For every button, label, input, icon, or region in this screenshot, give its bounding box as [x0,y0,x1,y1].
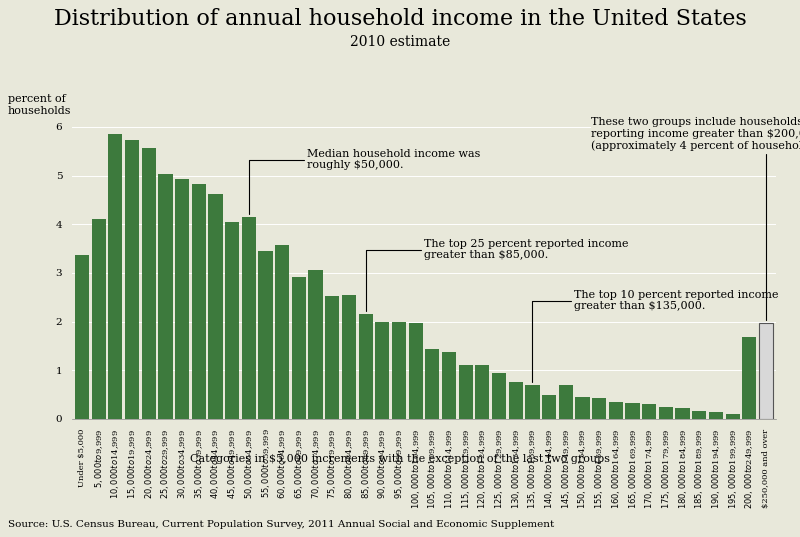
Text: The top 10 percent reported income
greater than $135,000.: The top 10 percent reported income great… [533,290,778,382]
Bar [392,322,406,419]
Bar [609,402,623,419]
Bar [309,271,322,419]
Bar [75,255,89,419]
Text: percent of
households: percent of households [8,94,71,115]
Bar [225,222,239,419]
Bar [192,184,206,419]
Bar [375,322,390,419]
Bar [509,382,523,419]
Bar [542,395,556,419]
Bar [575,397,590,419]
Text: Median household income was
roughly $50,000.: Median household income was roughly $50,… [249,149,481,214]
Bar [692,411,706,419]
Bar [92,219,106,419]
Text: The top 25 percent reported income
greater than $85,000.: The top 25 percent reported income great… [366,239,629,311]
Bar [526,385,539,419]
Bar [426,349,439,419]
Bar [342,295,356,419]
Bar [726,414,740,419]
Bar [626,403,640,419]
Bar [442,352,456,419]
Text: Source: U.S. Census Bureau, Current Population Survey, 2011 Annual Social and Ec: Source: U.S. Census Bureau, Current Popu… [8,520,554,529]
Bar [492,373,506,419]
Bar [242,217,256,419]
Bar [275,245,290,419]
Bar [675,408,690,419]
Bar [742,337,756,419]
Bar [709,412,723,419]
Bar [475,365,490,419]
Bar [175,179,189,419]
Bar [208,193,222,419]
Bar [325,296,339,419]
Bar [558,385,573,419]
Text: These two groups include households
reporting income greater than $200,000
(appr: These two groups include households repo… [591,117,800,320]
Bar [642,404,656,419]
Bar [358,314,373,419]
Bar [458,365,473,419]
Bar [258,251,273,419]
Bar [142,148,156,419]
Bar [108,134,122,419]
Bar [125,140,139,419]
Bar [409,323,422,419]
Bar [158,174,173,419]
Bar [659,407,673,419]
Bar [292,277,306,419]
Text: 2010 estimate: 2010 estimate [350,35,450,49]
Bar [592,398,606,419]
Bar [759,323,773,419]
Text: Distribution of annual household income in the United States: Distribution of annual household income … [54,8,746,30]
Text: Categories in $5,000 increments with the exception of the last two groups: Categories in $5,000 increments with the… [190,454,610,464]
